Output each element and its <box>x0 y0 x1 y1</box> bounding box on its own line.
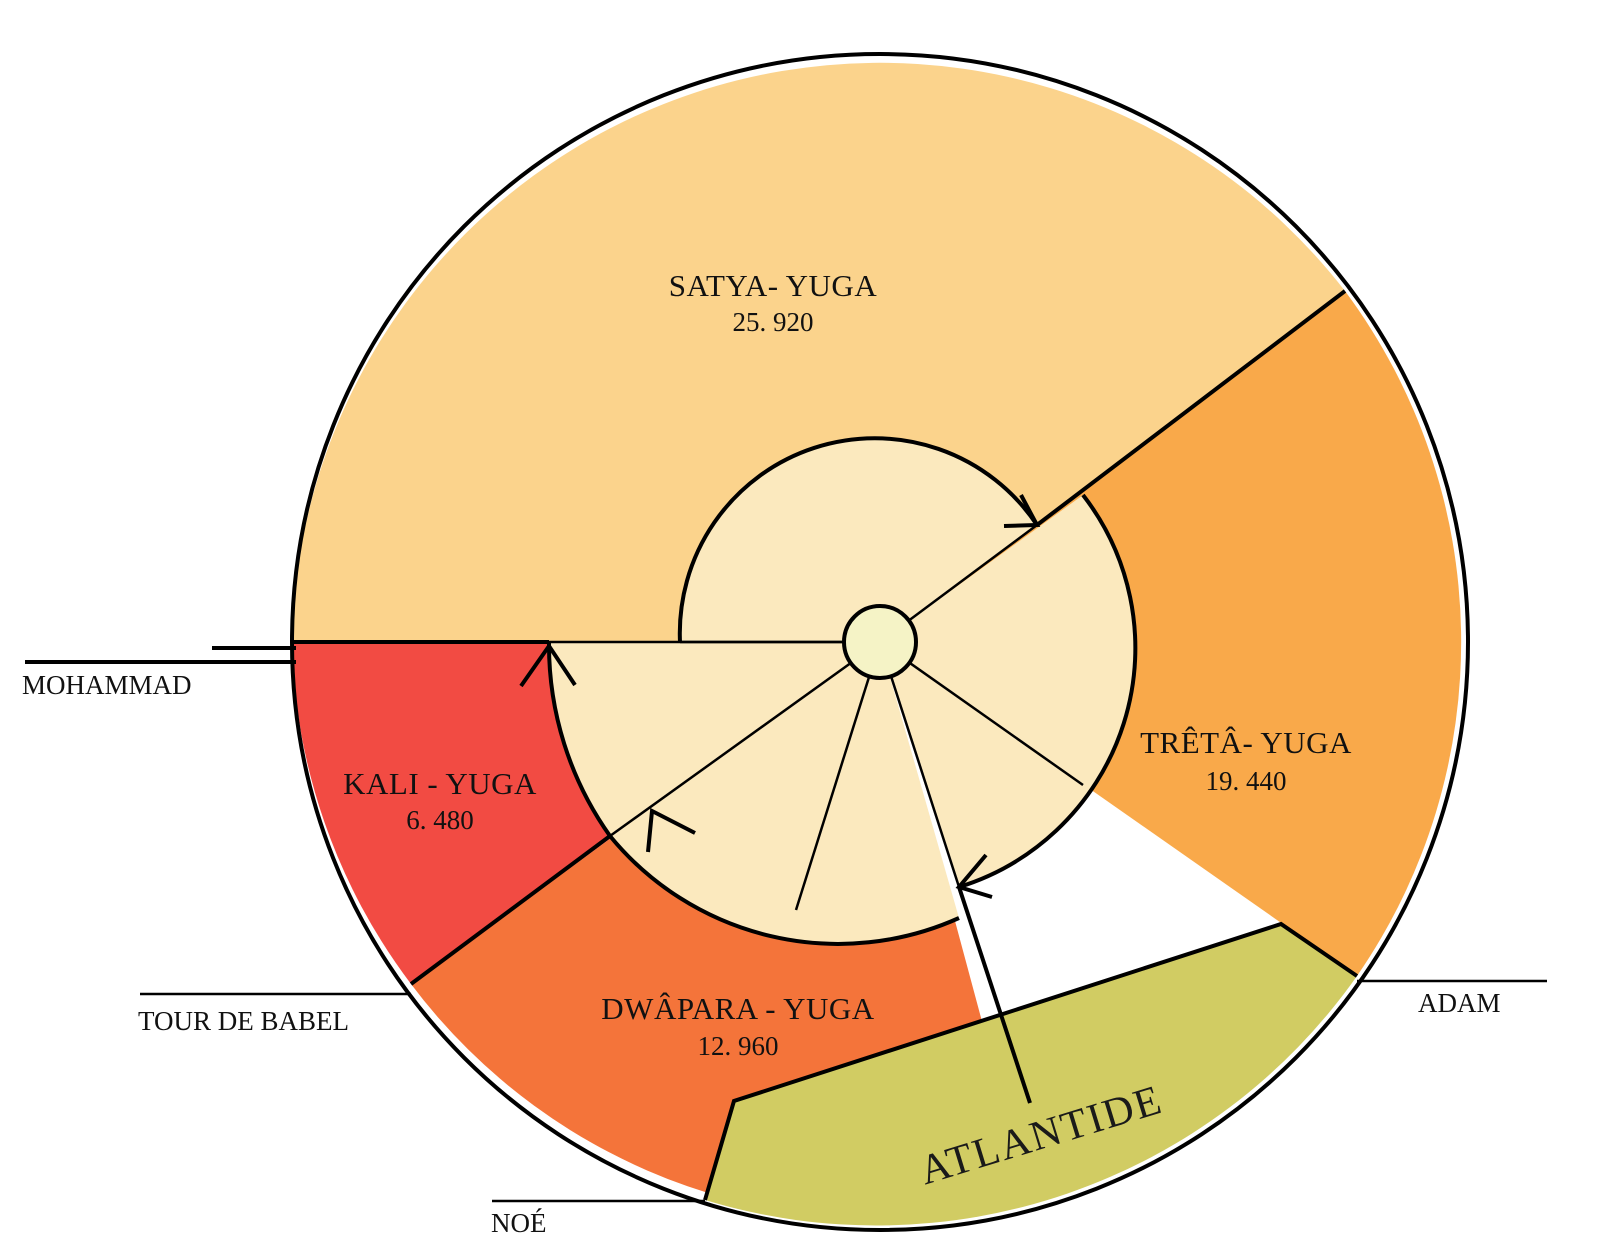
spoke-4 <box>878 641 961 888</box>
kali-yuga-years: 6. 480 <box>406 805 474 835</box>
boundary-treta-dwapara <box>957 886 1032 1104</box>
inner-disc-treta <box>880 495 1136 887</box>
inner-spiral-arc-dwapara <box>608 834 960 946</box>
inner-disc-kali <box>548 642 880 836</box>
boundary-satya-treta <box>1035 289 1347 527</box>
mohammad-label: MOHAMMAD <box>22 670 192 700</box>
central-hub <box>842 604 918 680</box>
atlantis-band <box>705 924 1357 1226</box>
satya-yuga-name: SATYA- YUGA <box>669 268 878 303</box>
inner-spiral-arc-satya <box>677 436 1039 643</box>
treta-yuga-sector <box>880 291 1462 976</box>
arrow-dwapara-to-kali <box>646 807 696 853</box>
spoke-6 <box>609 640 881 838</box>
adam-label: ADAM <box>1418 988 1501 1018</box>
arrow-kali-to-satya <box>519 642 577 688</box>
kali-yuga-name: KALI - YUGA <box>343 766 537 801</box>
dwapara-yuga-years: 12. 960 <box>698 1031 779 1061</box>
treta-yuga-name: TRÊTÂ- YUGA <box>1140 725 1352 760</box>
babel-label: TOUR DE BABEL <box>138 1006 349 1036</box>
dwapara-yuga-name: DWÂPARA - YUGA <box>601 991 875 1026</box>
outer-circle <box>290 52 1470 1232</box>
boundary-dwapara-kali <box>409 834 612 986</box>
inner-disc-dwapara <box>610 642 959 944</box>
noah-label: NOÉ <box>491 1208 547 1238</box>
arrow-treta-to-dwapara <box>955 853 993 899</box>
spoke-3 <box>879 640 1084 787</box>
spoke-5 <box>794 641 882 911</box>
inner-spiral-arc-kali <box>546 641 612 838</box>
inner-spiral-arc-treta <box>958 493 1138 889</box>
satya-yuga-sector <box>292 62 1345 642</box>
atlantis-band-outline <box>703 921 1359 1201</box>
satya-yuga-years: 25. 920 <box>733 307 814 337</box>
treta-yuga-years: 19. 440 <box>1206 766 1287 796</box>
arrow-satya-to-treta <box>1003 494 1041 528</box>
